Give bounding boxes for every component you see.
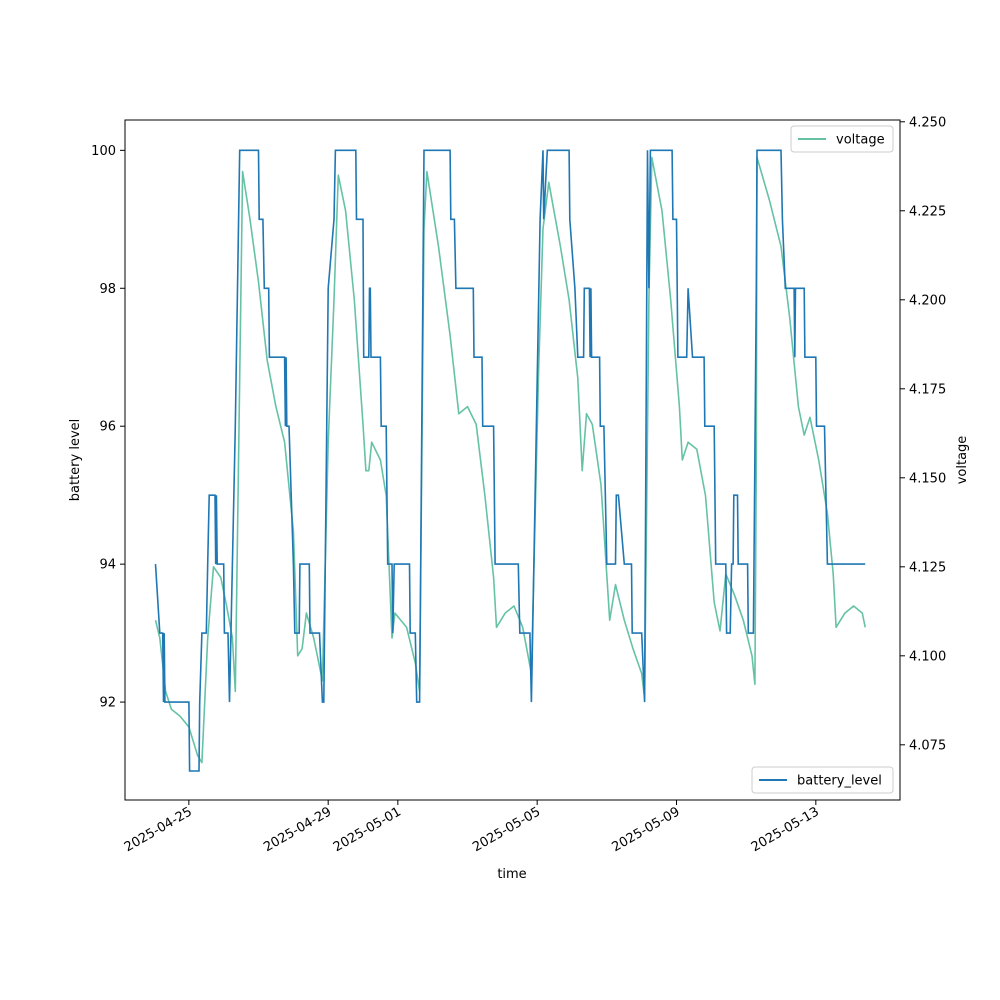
right-y-tick-label: 4.125 <box>909 560 946 575</box>
legend-box <box>751 766 894 794</box>
left-y-tick-label: 96 <box>99 420 116 435</box>
right-y-tick-label: 4.100 <box>909 649 946 664</box>
x-axis-label: time <box>497 867 526 882</box>
right-y-tick-label: 4.150 <box>909 471 946 486</box>
legend-label-battery-level: battery_level <box>797 774 882 789</box>
series-line-voltage <box>154 156 866 764</box>
right-y-tick-label: 4.250 <box>909 115 946 130</box>
right-y-ticks: 4.075 4.100 4.125 4.150 4.175 4.200 4.225 4.250 <box>900 115 946 753</box>
series-line-battery-level <box>154 149 866 772</box>
left-y-tick-label: 92 <box>99 696 116 711</box>
left-y-ticks: 92 94 96 98 100 <box>91 144 125 711</box>
legend-box <box>790 125 894 153</box>
right-y-axis-label: voltage <box>955 436 970 485</box>
legend-battery-level: battery_level <box>751 766 894 794</box>
plot-frame <box>124 119 901 801</box>
right-y-tick-label: 4.225 <box>909 204 946 219</box>
left-y-tick-label: 94 <box>99 558 116 573</box>
legend-voltage: voltage <box>790 125 894 153</box>
left-y-tick-label: 98 <box>99 282 116 297</box>
right-y-tick-label: 4.175 <box>909 382 946 397</box>
left-y-tick-label: 100 <box>91 144 116 159</box>
left-y-axis-label: battery level <box>68 419 83 502</box>
legend-label-voltage: voltage <box>836 133 885 148</box>
right-y-tick-label: 4.200 <box>909 293 946 308</box>
right-y-tick-label: 4.075 <box>909 738 946 753</box>
